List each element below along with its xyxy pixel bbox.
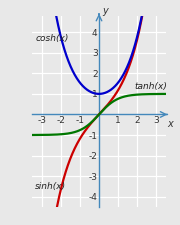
Text: y: y bbox=[102, 6, 108, 16]
Text: sinh(x): sinh(x) bbox=[35, 182, 66, 191]
Text: cosh(x): cosh(x) bbox=[35, 34, 69, 43]
Text: x: x bbox=[167, 119, 173, 129]
Text: tanh(x): tanh(x) bbox=[134, 82, 167, 91]
